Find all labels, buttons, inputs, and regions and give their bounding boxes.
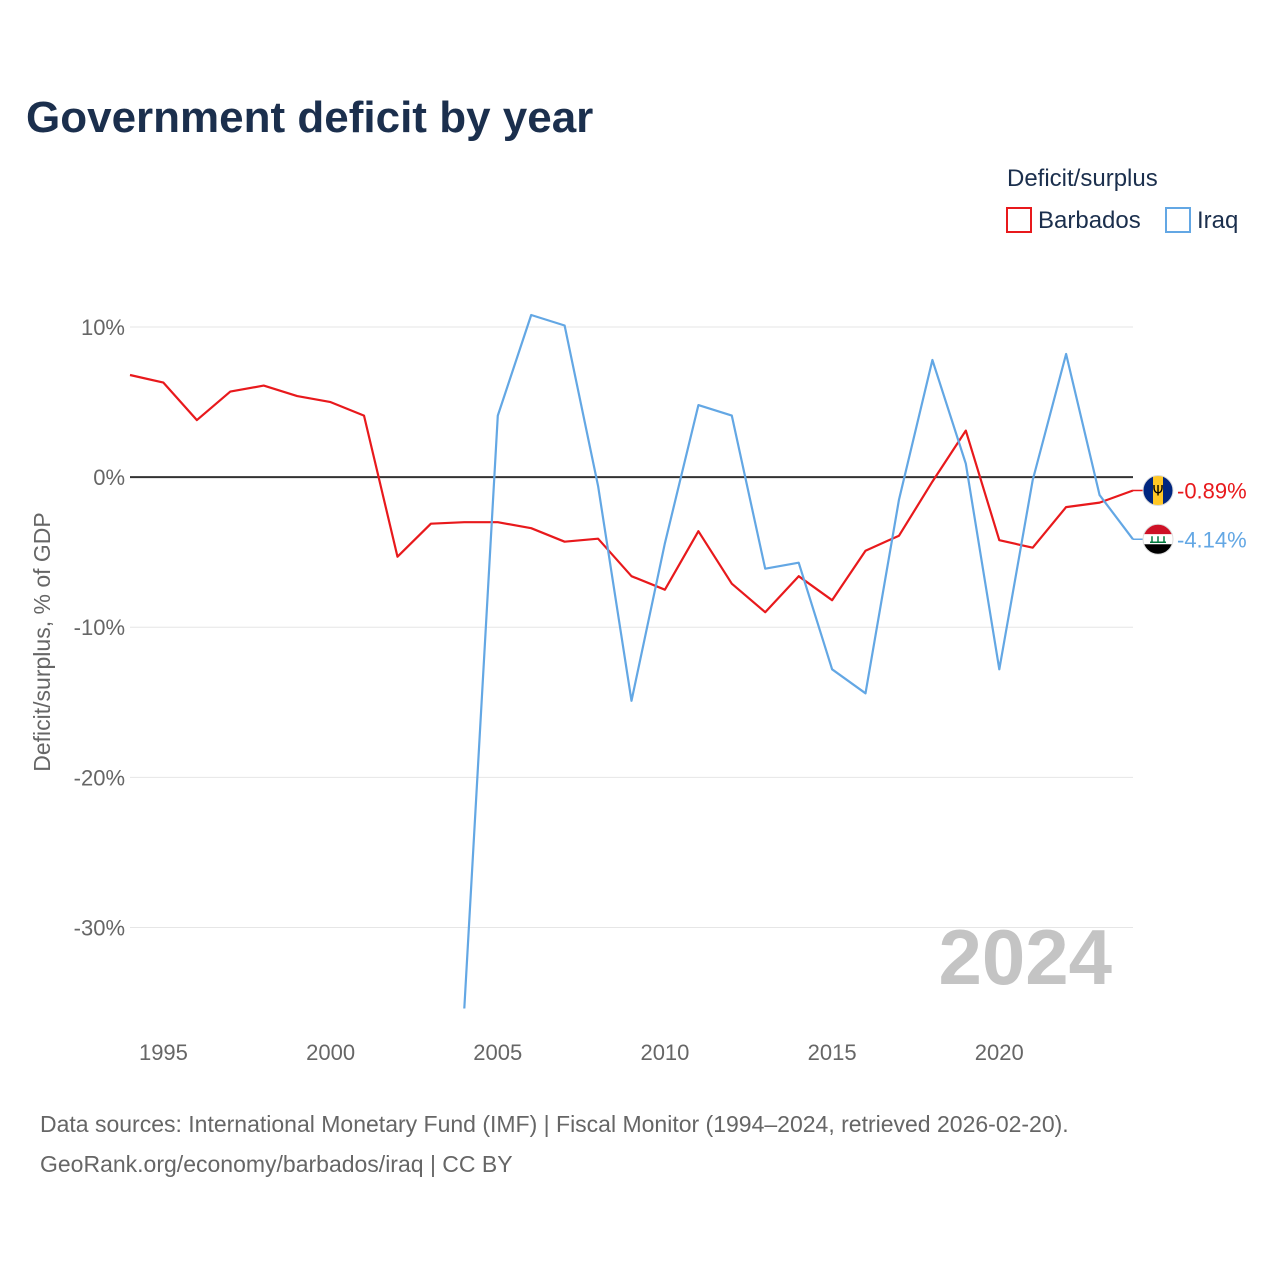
x-tick-label: 2000 (306, 1040, 355, 1065)
svg-text:Ψ: Ψ (1152, 483, 1163, 499)
legend-label: Barbados (1038, 207, 1141, 234)
legend-label: Iraq (1197, 207, 1238, 234)
x-tick-label: 2010 (640, 1040, 689, 1065)
source-line: Data sources: International Monetary Fun… (40, 1111, 1069, 1137)
grid (130, 326, 1133, 928)
series-line-iraq (463, 313, 1134, 1009)
barbados-flag-icon: Ψ (1142, 474, 1174, 506)
series-line-barbados (129, 373, 1134, 614)
x-tick-label: 2020 (975, 1040, 1024, 1065)
y-tick-label: -20% (74, 765, 125, 790)
y-tick-label: 0% (93, 465, 125, 490)
chart-title: Government deficit by year (26, 93, 593, 142)
legend: Deficit/surplus Barbados Iraq (1006, 165, 1238, 234)
legend-title: Deficit/surplus (1007, 165, 1158, 192)
legend-swatch (1165, 207, 1191, 233)
credit-line: GeoRank.org/economy/barbados/iraq | CC B… (40, 1151, 513, 1177)
y-axis: 10% 0% -10% -20% -30% (74, 315, 125, 940)
end-value-label-barbados: -0.89% (1177, 478, 1247, 503)
year-watermark: 2024 (938, 913, 1112, 1001)
legend-items: Barbados Iraq (1006, 207, 1238, 234)
y-tick-label: -30% (74, 915, 125, 940)
x-axis: 1995 2000 2005 2010 2015 2020 (139, 1040, 1024, 1065)
legend-swatch (1006, 207, 1032, 233)
x-tick-label: 2015 (808, 1040, 857, 1065)
iraq-flag-icon (1142, 523, 1174, 555)
x-tick-label: 1995 (139, 1040, 188, 1065)
series-lines (129, 313, 1134, 1009)
legend-item-iraq[interactable]: Iraq (1165, 207, 1238, 234)
y-tick-label: -10% (74, 615, 125, 640)
end-value-label-iraq: -4.14% (1177, 527, 1247, 552)
legend-item-barbados[interactable]: Barbados (1006, 207, 1141, 234)
y-axis-title: Deficit/surplus, % of GDP (29, 512, 55, 771)
x-tick-label: 2005 (473, 1040, 522, 1065)
y-tick-label: 10% (81, 315, 125, 340)
end-labels: Ψ -0.89% -4.14% (1133, 474, 1247, 555)
